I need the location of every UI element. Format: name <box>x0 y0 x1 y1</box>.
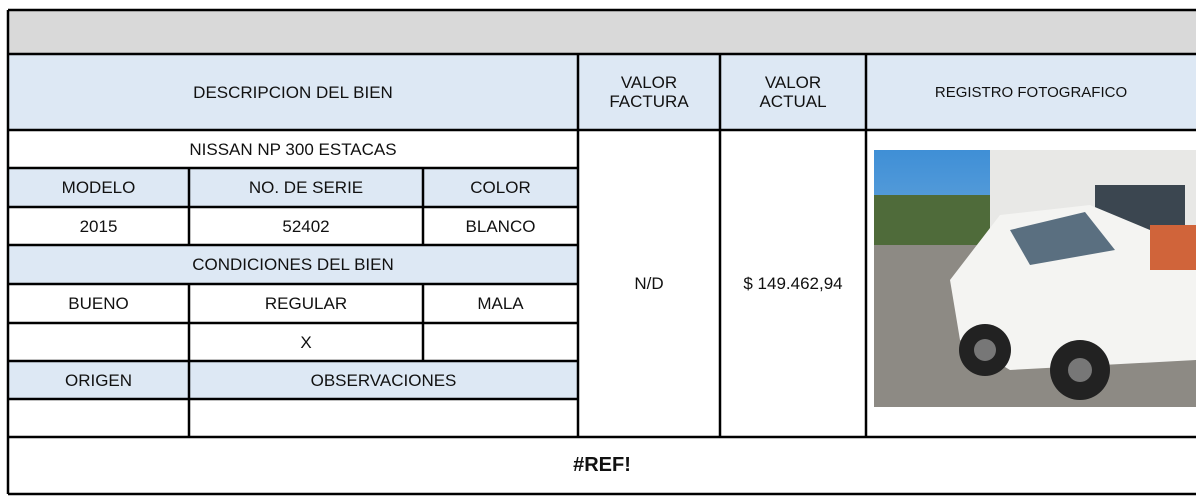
value-cell: 52402 <box>282 216 330 236</box>
header-line: ACTUAL <box>759 92 827 111</box>
label-fill <box>8 168 578 207</box>
option-cell: MALA <box>477 294 524 313</box>
label-cell: NO. DE SERIE <box>248 178 364 197</box>
label-fill <box>8 361 578 399</box>
header-cell: DESCRIPCION DEL BIEN <box>193 82 393 102</box>
header-cell: VALOR ACTUAL <box>720 54 866 130</box>
header-line: FACTURA <box>609 92 689 111</box>
header-fill <box>8 54 1196 130</box>
top-band <box>8 10 1196 54</box>
section-title: CONDICIONES DEL BIEN <box>192 255 394 274</box>
header-line: VALOR <box>620 73 678 92</box>
photo <box>874 150 1196 407</box>
header-cell: REGISTRO FOTOGRAFICO <box>934 83 1128 101</box>
header-line: VALOR <box>764 73 822 92</box>
label-cell: OBSERVACIONES <box>310 370 457 390</box>
header-cell: VALOR FACTURA <box>578 54 720 130</box>
value-actual: $ 149.462,94 <box>743 274 843 293</box>
label-fill <box>8 245 578 284</box>
option-cell: REGULAR <box>264 294 348 313</box>
borders <box>6 8 1196 496</box>
label-cell: ORIGEN <box>64 370 133 390</box>
option-cell: BUENO <box>68 294 129 313</box>
label-cell: COLOR <box>470 178 531 197</box>
item-name: NISSAN NP 300 ESTACAS <box>189 139 397 159</box>
footer: #REF! <box>573 454 631 476</box>
value-factura: N/D <box>634 274 664 293</box>
value-cell: BLANCO <box>465 216 536 236</box>
mark-cell: X <box>300 332 312 352</box>
value-cell: 2015 <box>79 216 118 236</box>
label-cell: MODELO <box>61 178 136 197</box>
